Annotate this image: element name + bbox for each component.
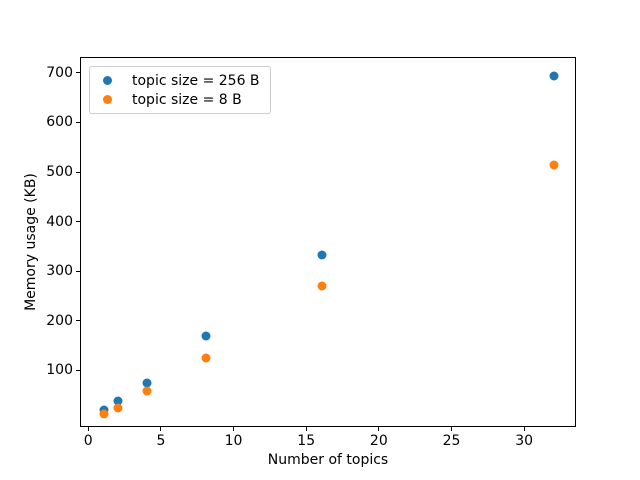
legend-label: topic size = 256 B — [132, 72, 260, 89]
y-tick-mark — [76, 121, 80, 123]
data-point — [99, 409, 109, 419]
x-tick-label: 30 — [515, 433, 534, 449]
y-tick-mark — [76, 320, 80, 322]
x-tick-label: 20 — [369, 433, 388, 449]
x-tick-label: 25 — [442, 433, 461, 449]
legend: topic size = 256 B topic size = 8 B — [89, 66, 271, 114]
y-tick-mark — [76, 72, 80, 74]
x-tick-label: 0 — [83, 433, 93, 449]
data-point — [201, 331, 210, 341]
y-tick-label: 500 — [46, 164, 73, 181]
y-tick-mark — [76, 221, 80, 223]
data-point — [113, 396, 123, 406]
legend-marker-icon — [103, 95, 112, 104]
y-tick-label: 100 — [46, 362, 73, 379]
x-tick-mark — [160, 427, 162, 431]
y-tick-label: 700 — [46, 64, 73, 81]
data-point — [317, 250, 327, 260]
legend-label: topic size = 8 B — [132, 91, 242, 108]
x-tick-mark — [450, 427, 452, 431]
legend-marker-icon — [103, 76, 112, 85]
x-tick-mark — [378, 427, 380, 431]
x-tick-label: 5 — [156, 433, 166, 449]
y-tick-label: 400 — [46, 213, 73, 230]
x-axis-label: Number of topics — [267, 452, 389, 468]
x-tick-mark — [87, 427, 89, 431]
plot-area: topic size = 256 B topic size = 8 B — [80, 57, 576, 427]
legend-entry-8b: topic size = 8 B — [90, 90, 260, 109]
data-point — [113, 403, 123, 413]
x-tick-mark — [523, 427, 525, 431]
y-tick-label: 300 — [46, 263, 73, 280]
y-tick-mark — [76, 270, 80, 272]
x-tick-label: 15 — [297, 433, 316, 449]
data-point — [549, 160, 559, 170]
y-tick-label: 600 — [46, 114, 73, 131]
y-axis-label: Memory usage (KB) — [23, 173, 39, 311]
y-tick-mark — [76, 369, 80, 371]
data-point — [317, 281, 327, 291]
data-point — [142, 386, 152, 396]
data-point — [142, 378, 152, 388]
data-point — [201, 353, 210, 363]
data-point — [549, 71, 559, 81]
x-tick-mark — [305, 427, 307, 431]
x-tick-mark — [233, 427, 235, 431]
legend-entry-256b: topic size = 256 B — [90, 71, 260, 90]
y-tick-label: 200 — [46, 312, 73, 329]
y-tick-mark — [76, 171, 80, 173]
x-tick-label: 10 — [224, 433, 243, 449]
